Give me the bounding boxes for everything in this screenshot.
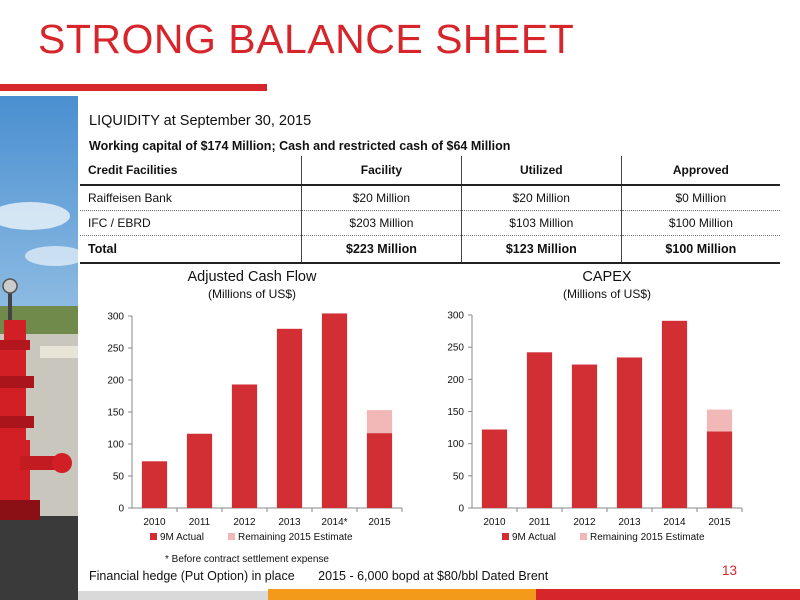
x-tick-label: 2010 [143,517,166,528]
y-tick-label: 150 [447,407,464,418]
table-row: IFC / EBRD $203 Million $103 Million $10… [80,210,780,236]
x-tick-label: 2012 [573,517,596,528]
y-tick-label: 0 [118,504,124,515]
chart-title: Adjusted Cash Flow [188,269,317,285]
table-cell: Raiffeisen Bank [80,185,302,211]
table-cell: $103 Million [460,210,622,236]
capex-chart: CAPEX (Millions of US$) 0 50 100 150 200 250 300… [447,269,743,543]
bar-actual [526,352,553,508]
adjusted-cash-flow-chart: Adjusted Cash Flow (Millions of US$) 0 50 10… [107,269,403,543]
credit-facilities-table: Credit Facilities Facility Utilized Appr… [80,156,780,264]
x-tick-label: 2014 [663,517,686,528]
bar-actual [481,429,508,508]
table-cell: $203 Million [301,210,462,236]
chart-subtitle: (Millions of US$) [563,287,651,301]
x-tick-label: 2011 [189,517,211,528]
table-cell: $0 Million [620,185,780,211]
y-tick-label: 200 [107,376,124,387]
footer-bar-orange [268,589,536,600]
working-capital-summary: Working capital of $174 Million; Cash an… [89,139,511,153]
x-tick-label: 2010 [483,517,506,528]
x-tick-label: 2015 [708,517,731,528]
y-tick-label: 250 [107,344,124,355]
column-header: Utilized [460,156,622,186]
table-cell: $223 Million [301,235,462,264]
table-cell: Total [80,235,302,264]
bar-actual [186,433,213,508]
x-tick-label: 2013 [278,517,301,528]
column-header: Credit Facilities [80,156,302,186]
table-cell: $100 Million [620,235,780,264]
liquidity-heading: LIQUIDITY at September 30, 2015 [89,113,312,129]
y-tick-label: 200 [447,375,464,386]
chart-title: CAPEX [582,269,631,285]
y-tick-label: 150 [107,408,124,419]
legend-swatch [150,533,157,540]
column-header: Approved [620,156,780,186]
bar-actual [571,364,598,508]
footer-bar-grey [78,591,270,600]
table-cell: $20 Million [301,185,462,211]
bar-actual [706,431,733,508]
slide-title: STRONG BALANCE SHEET [38,16,575,62]
x-tick-label: 2013 [618,517,641,528]
y-tick-label: 300 [447,311,464,322]
bar-actual [141,461,168,508]
legend-label: 9M Actual [512,532,556,543]
bar-actual [366,433,393,508]
x-tick-label: 2011 [529,517,551,528]
column-header: Facility [301,156,462,186]
legend-label: 9M Actual [160,532,204,543]
bar-estimate [366,410,393,434]
table-header-row: Credit Facilities Facility Utilized Appr… [80,156,780,186]
y-tick-label: 100 [107,440,124,451]
table-total-row: Total $223 Million $123 Million $100 Mil… [80,235,780,264]
y-tick-label: 300 [107,312,124,323]
y-tick-label: 250 [447,343,464,354]
y-tick-label: 0 [458,504,464,515]
wellhead-photo [0,96,78,600]
title-underline [0,84,267,91]
legend-swatch [502,533,509,540]
table-row: Raiffeisen Bank $20 Million $20 Million … [80,185,780,211]
y-tick-label: 50 [113,472,125,483]
hedge-label: Financial hedge (Put Option) in place [89,569,295,583]
bar-actual [661,320,688,508]
bar-actual [276,328,303,508]
footer-bar-red [536,589,800,600]
x-tick-label: 2012 [233,517,256,528]
legend-swatch [580,533,587,540]
hedge-detail: 2015 - 6,000 bopd at $80/bbl Dated Brent [318,569,549,583]
y-tick-label: 50 [453,471,465,482]
table-cell: IFC / EBRD [80,210,302,236]
chart-footnote: * Before contract settlement expense [165,554,329,565]
x-tick-label: 2015 [368,517,391,528]
bar-actual [616,357,643,508]
hedge-note: Financial hedge (Put Option) in place 20… [89,569,548,583]
y-tick-label: 100 [447,439,464,450]
x-tick-label: 2014* [321,517,347,528]
chart-subtitle: (Millions of US$) [208,287,296,301]
bar-estimate [706,409,733,432]
bar-actual [321,313,348,508]
bar-actual [231,384,258,508]
table-cell: $20 Million [460,185,622,211]
table-cell: $100 Million [620,210,780,236]
legend-label: Remaining 2015 Estimate [238,532,353,543]
legend-label: Remaining 2015 Estimate [590,532,705,543]
legend-swatch [228,533,235,540]
page-number: 13 [722,563,738,578]
table-cell: $123 Million [460,235,622,264]
